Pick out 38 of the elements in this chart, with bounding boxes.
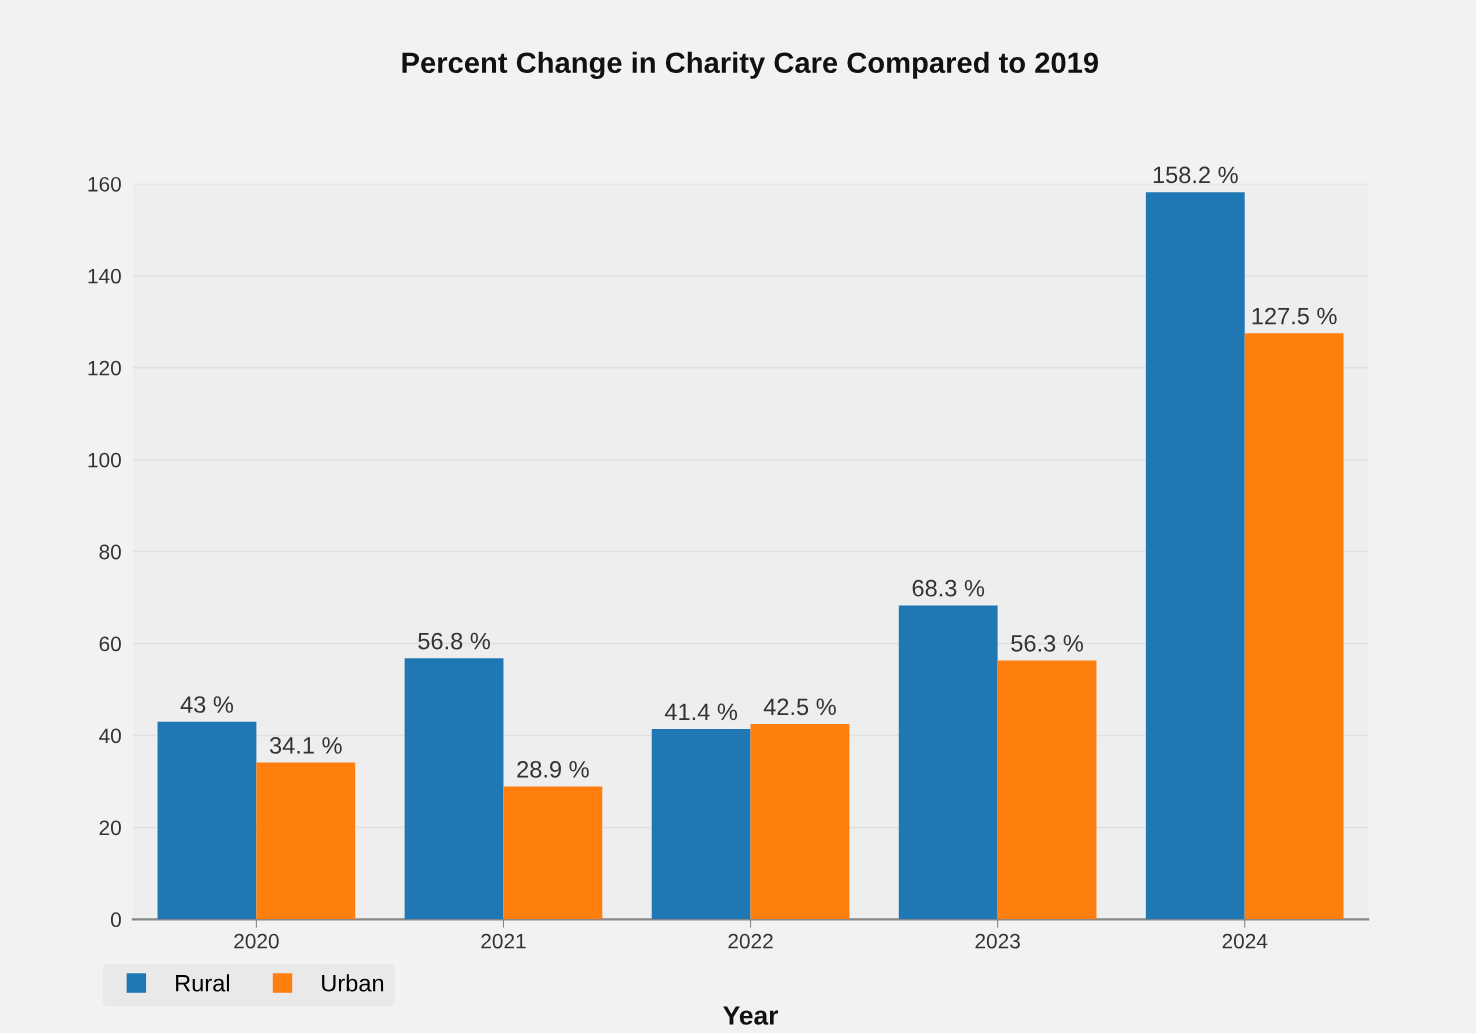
x-tick-label: 2020 <box>234 933 279 949</box>
data-label: 56.8 % <box>418 632 490 650</box>
data-label: 127.5 % <box>1252 307 1337 325</box>
data-label: 158.2 % <box>1153 166 1238 184</box>
data-label: 68.3 % <box>912 579 985 597</box>
y-tick-label: 60 <box>99 636 121 652</box>
y-tick-label: 40 <box>99 728 121 744</box>
x-tick-label: 2024 <box>1222 933 1268 949</box>
bar <box>651 729 751 920</box>
bar <box>1145 192 1245 920</box>
x-tick-label: 2022 <box>728 933 773 949</box>
data-label: 43 % <box>180 696 234 713</box>
y-tick-label: 0 <box>110 912 121 928</box>
data-label: 34.1 % <box>269 737 342 754</box>
y-tick-label: 120 <box>88 360 121 376</box>
x-axis-title: Year <box>723 1006 779 1025</box>
y-tick-label: 140 <box>88 268 121 284</box>
x-tick-label: 2023 <box>975 933 1020 949</box>
legend-label: Rural <box>176 974 229 992</box>
x-tick-label: 2021 <box>481 933 526 949</box>
chart-title: Percent Change in Charity Care Compared to 2019 <box>402 51 1099 79</box>
bar <box>997 660 1097 920</box>
bar <box>256 762 356 920</box>
bar <box>750 724 850 920</box>
data-label: 41.4 % <box>664 703 738 721</box>
y-tick-label: 160 <box>88 176 121 192</box>
y-tick-label: 100 <box>88 452 121 468</box>
bar <box>898 605 998 920</box>
bar <box>157 721 257 920</box>
legend-label: Urban <box>322 974 384 992</box>
y-tick-label: 20 <box>99 820 121 836</box>
bar <box>404 658 504 920</box>
bar <box>1244 333 1344 920</box>
data-label: 28.9 % <box>517 760 589 778</box>
data-label: 56.3 % <box>1011 635 1083 652</box>
data-label: 42.5 % <box>763 698 836 716</box>
y-tick-label: 80 <box>99 544 121 560</box>
bar <box>503 786 603 920</box>
